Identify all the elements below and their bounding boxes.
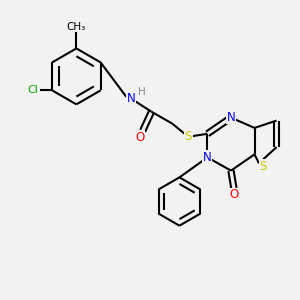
Text: S: S [184,130,192,143]
Text: CH₃: CH₃ [67,22,86,32]
Text: N: N [127,92,135,105]
Text: O: O [229,188,239,201]
Text: Cl: Cl [28,85,38,95]
Text: N: N [202,151,211,164]
Text: S: S [260,160,267,173]
Text: O: O [135,131,144,144]
Text: H: H [138,87,146,97]
Text: N: N [226,110,235,124]
